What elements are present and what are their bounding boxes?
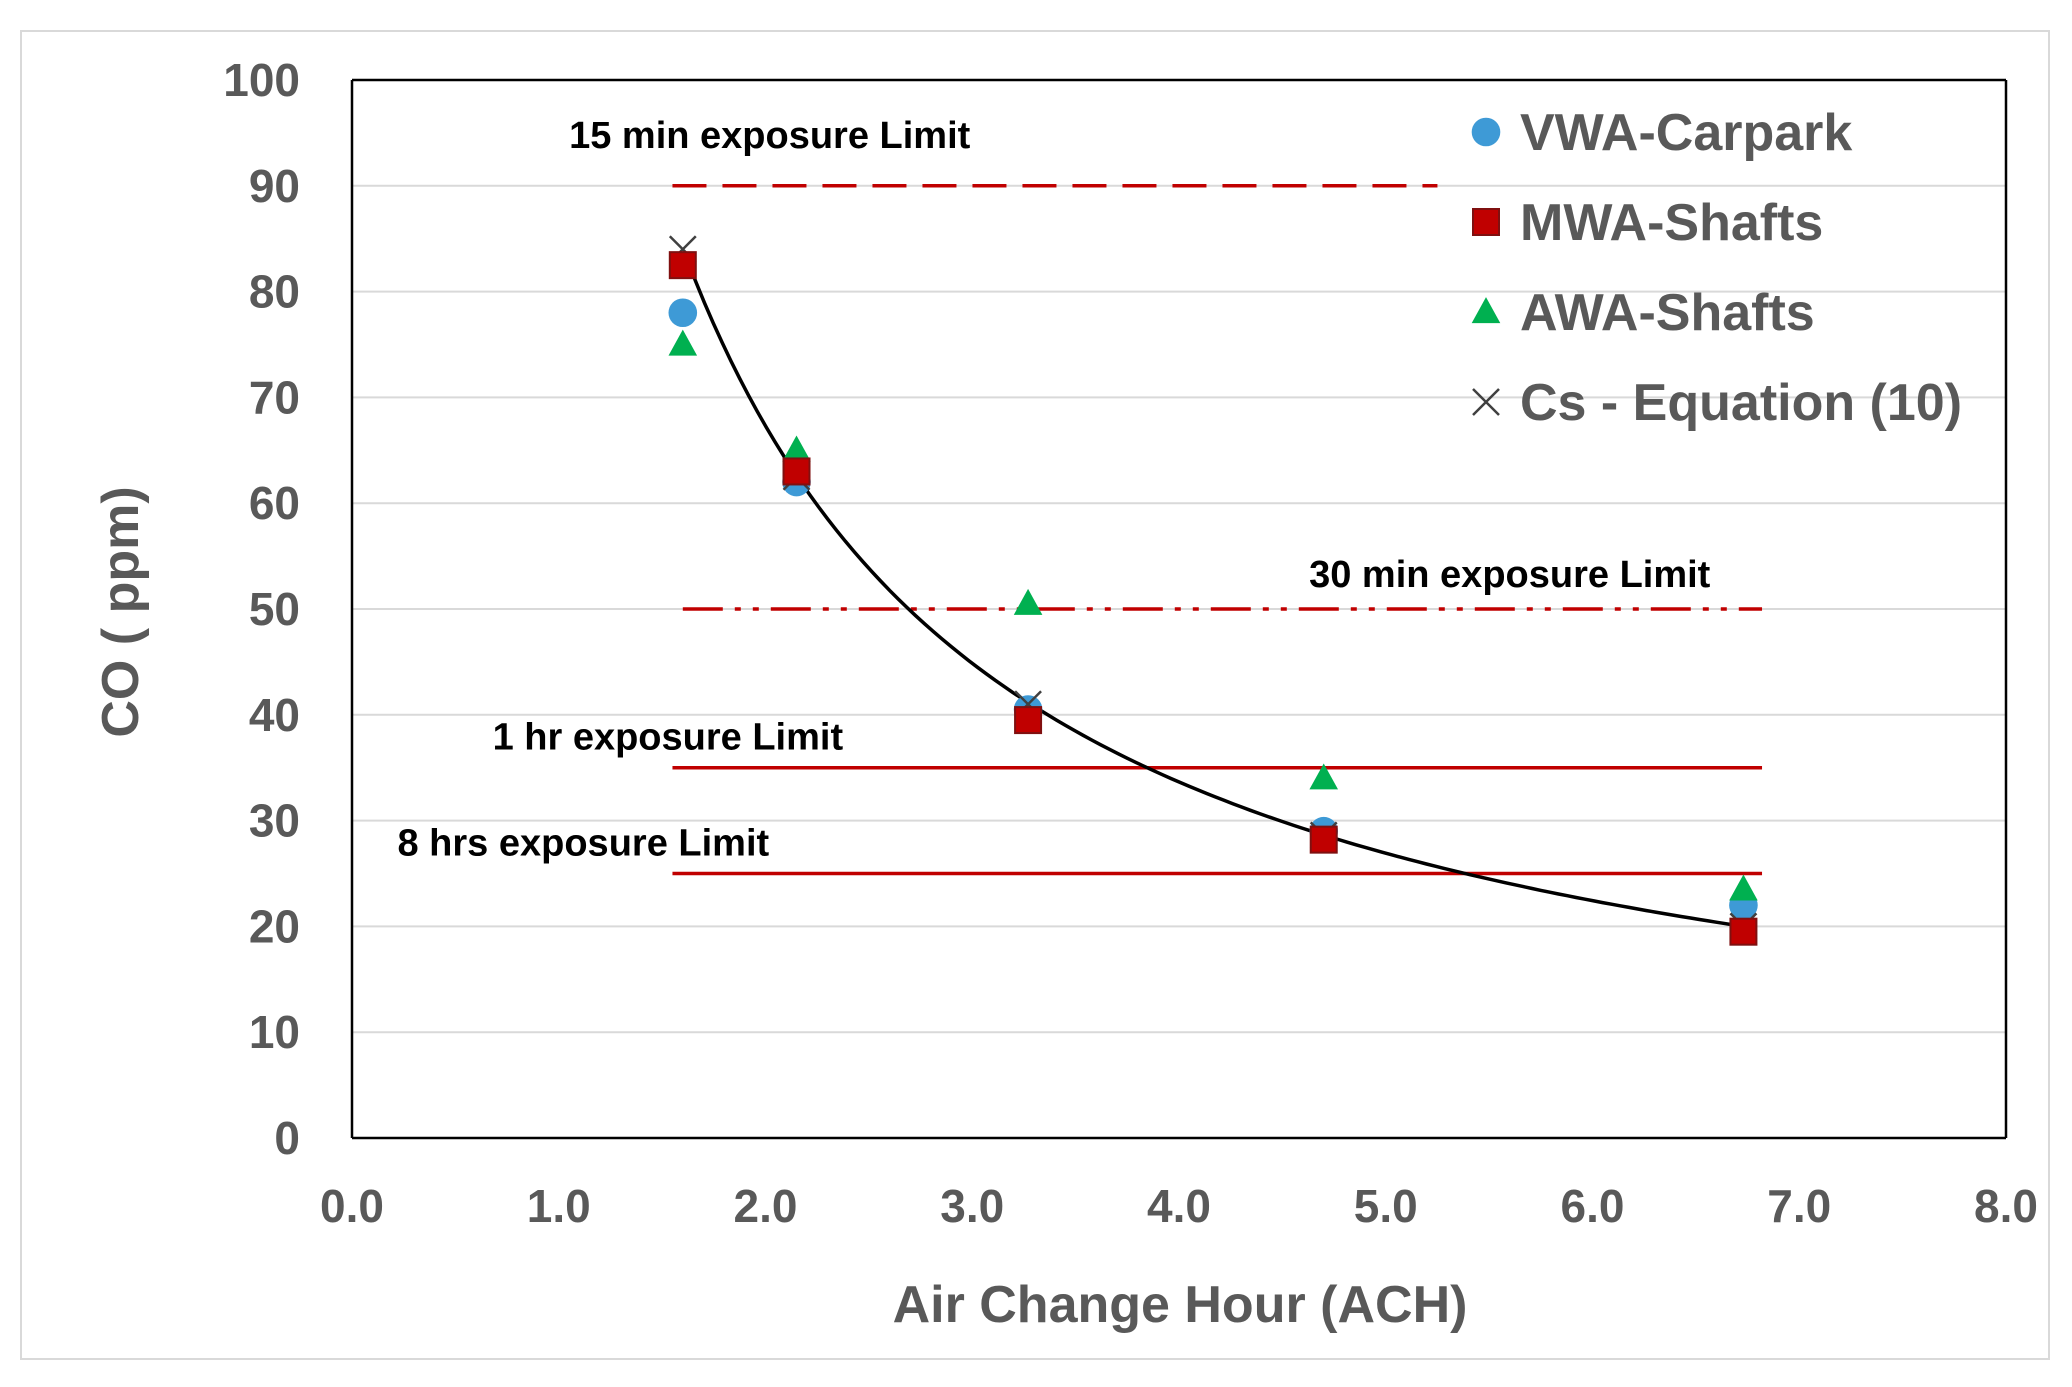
y-tick-label: 70	[249, 371, 300, 423]
y-tick-labels: 0 10 20 30 40 50 60 70 80 90 100	[223, 54, 300, 1164]
circle-marker	[668, 298, 698, 328]
x-tick-label: 1.0	[527, 1180, 591, 1232]
triangle-marker	[1013, 588, 1043, 615]
limit-label-2: 30 min exposure Limit	[1309, 554, 1711, 596]
triangle-marker	[1309, 763, 1339, 790]
square-marker	[668, 251, 697, 280]
y-tick-label: 80	[249, 266, 300, 318]
legend-label: MWA-Shafts	[1520, 194, 1823, 252]
triangle-marker	[782, 435, 811, 462]
legend: VWA-Carpark MWA-Shafts AWA-Shafts Cs - Equa…	[1471, 104, 1962, 432]
y-axis-title: CO ( ppm)	[92, 486, 150, 737]
y-tick-label: 40	[249, 689, 300, 741]
x-tick-label: 6.0	[1561, 1180, 1625, 1232]
x-tick-label: 3.0	[940, 1180, 1004, 1232]
legend-label: VWA-Carpark	[1520, 104, 1852, 162]
square-marker	[1729, 917, 1758, 946]
legend-label: Cs - Equation (10)	[1520, 374, 1962, 432]
x-tick-label: 0.0	[320, 1180, 384, 1232]
square-marker	[1014, 706, 1043, 735]
plot-axes	[350, 78, 2008, 1140]
y-tick-label: 50	[249, 583, 300, 635]
y-tick-label: 30	[249, 795, 300, 847]
square-marker	[782, 457, 811, 486]
exposure-limit-labels: 15 min exposure Limit 30 min exposure Lim…	[397, 115, 1710, 865]
x-tick-label: 8.0	[1974, 1180, 2038, 1232]
square-marker	[1309, 825, 1338, 854]
triangle-marker	[1729, 874, 1758, 901]
legend-square-icon	[1472, 208, 1500, 236]
legend-circle-icon	[1471, 117, 1501, 147]
limit-label-4: 8 hrs exposure Limit	[397, 823, 769, 865]
x-tick-label: 2.0	[734, 1180, 798, 1232]
legend-label: AWA-Shafts	[1520, 284, 1815, 342]
y-tick-label: 10	[249, 1006, 300, 1058]
y-tick-label: 20	[249, 900, 300, 952]
y-tick-label: 60	[249, 477, 300, 529]
limit-label-1: 15 min exposure Limit	[569, 115, 971, 157]
exposure-limit-lines	[672, 184, 1763, 876]
x-axis-title: Air Change Hour (ACH)	[893, 1276, 1468, 1334]
y-tick-label: 100	[223, 54, 300, 106]
equation-fit-curve	[685, 258, 1744, 929]
triangle-marker	[668, 329, 698, 356]
x-tick-labels: 0.0 1.0 2.0 3.0 4.0 5.0 6.0 7.0 8.0	[320, 1180, 2038, 1232]
legend-triangle-icon	[1471, 297, 1501, 324]
data-markers	[668, 235, 1758, 946]
x-tick-label: 7.0	[1767, 1180, 1831, 1232]
x-tick-label: 5.0	[1354, 1180, 1418, 1232]
legend-cross-icon	[1472, 388, 1500, 416]
limit-label-3: 1 hr exposure Limit	[493, 717, 844, 759]
y-tick-label: 90	[249, 160, 300, 212]
y-tick-label: 0	[274, 1112, 300, 1164]
x-tick-label: 4.0	[1147, 1180, 1211, 1232]
